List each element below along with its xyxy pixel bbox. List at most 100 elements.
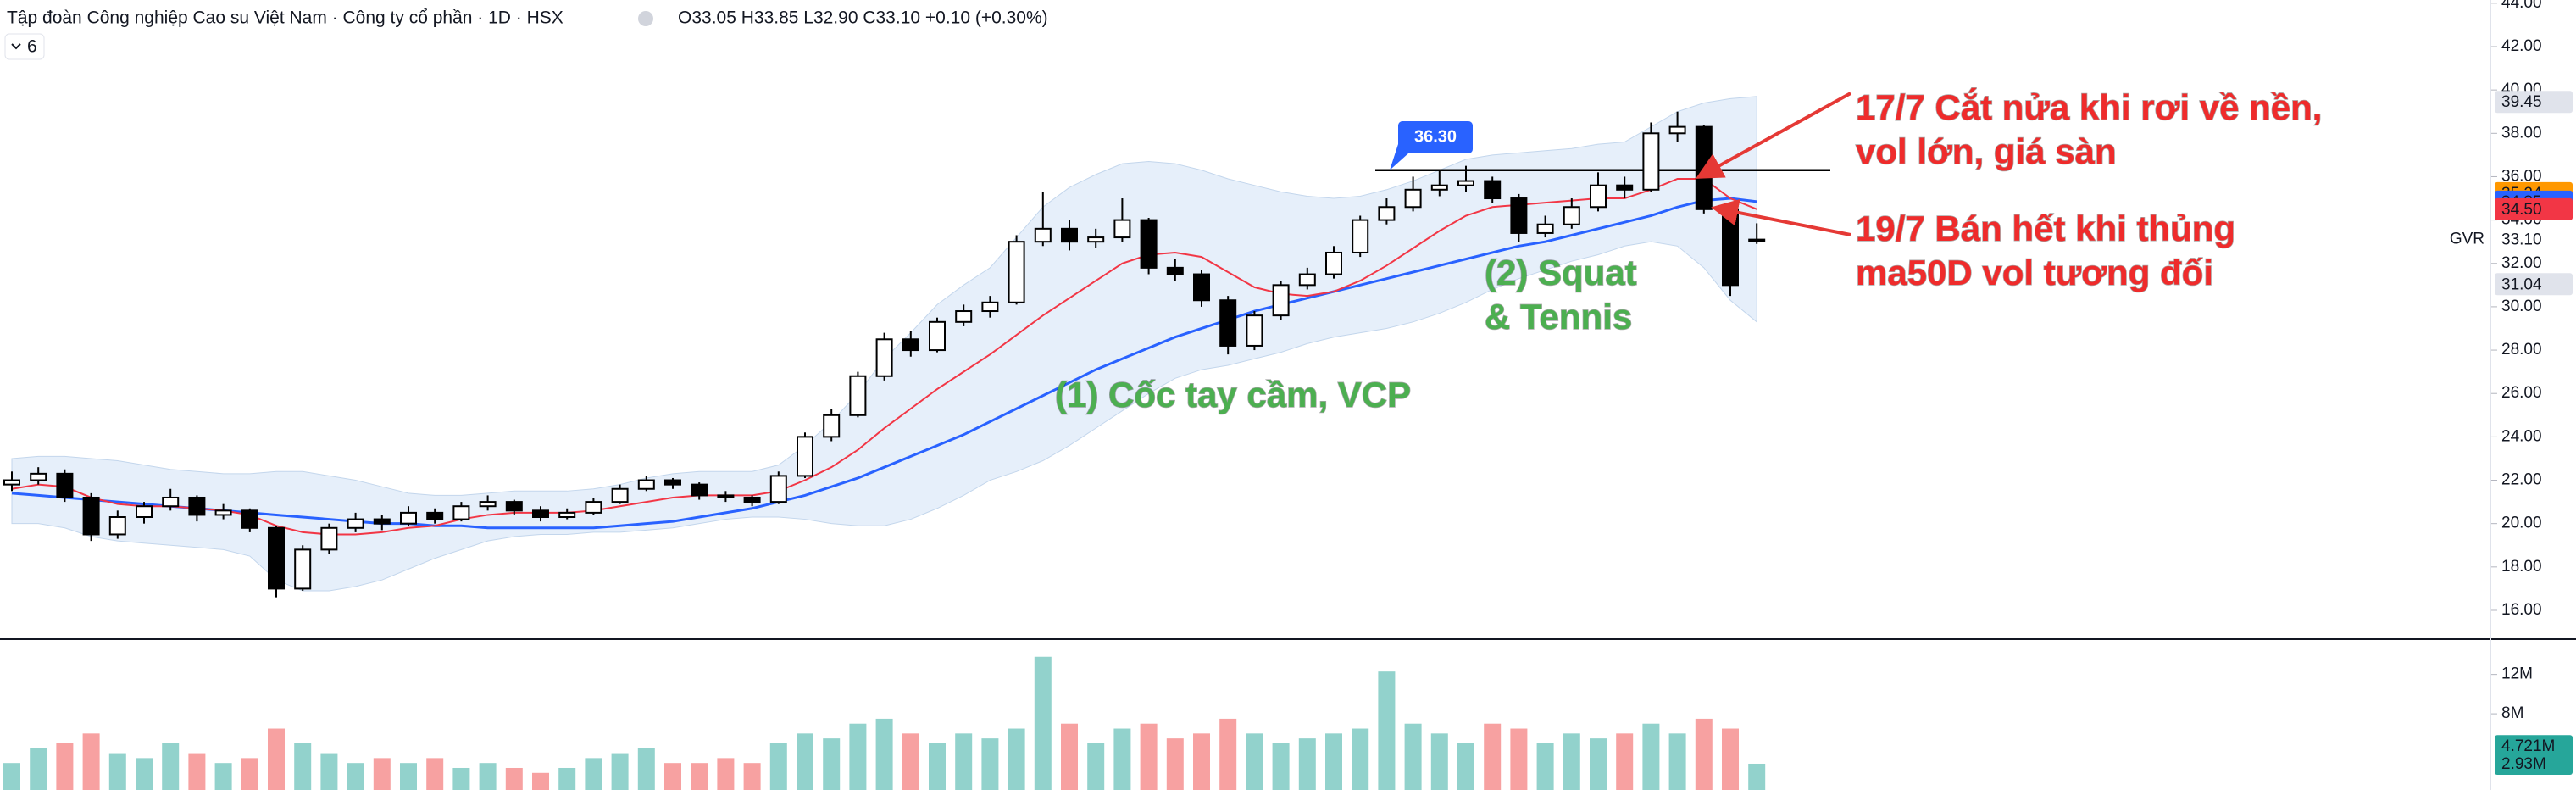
volume-bar bbox=[3, 763, 20, 790]
candle-body bbox=[797, 436, 813, 477]
price-label-box bbox=[2495, 91, 2573, 114]
candle-body bbox=[1219, 299, 1237, 347]
price-label-box bbox=[2495, 273, 2573, 296]
status-icon bbox=[638, 11, 653, 26]
indicator-toggle[interactable] bbox=[4, 33, 45, 60]
volume-bar bbox=[452, 767, 470, 790]
y-tick-label: 26.00 bbox=[2501, 384, 2542, 402]
volume-bar bbox=[902, 733, 919, 790]
candle-body bbox=[532, 509, 549, 519]
moving-average bbox=[11, 197, 1757, 530]
candle-body bbox=[1272, 284, 1290, 317]
volume-bar bbox=[637, 748, 655, 790]
volume-bar bbox=[30, 748, 47, 790]
candle-body bbox=[426, 511, 444, 520]
y-tick-label: 32.00 bbox=[2501, 254, 2542, 272]
candle-body bbox=[373, 518, 391, 525]
volume-bar bbox=[769, 743, 787, 790]
volume-bar bbox=[1457, 743, 1474, 790]
candle-body bbox=[30, 472, 47, 481]
candle-body bbox=[1325, 251, 1342, 275]
level-label: 36.30 bbox=[1414, 127, 1457, 146]
candle-body bbox=[637, 479, 655, 490]
volume-bar bbox=[823, 738, 841, 790]
level-pointer bbox=[1390, 144, 1408, 170]
volume-bar bbox=[426, 758, 444, 790]
volume-bar bbox=[1113, 728, 1131, 790]
level-label-box bbox=[1398, 121, 1473, 153]
annotation: (2) Squat bbox=[1485, 253, 1637, 292]
volume-bar bbox=[347, 763, 364, 790]
y-tick-label: 22.00 bbox=[2501, 471, 2542, 489]
volume-bar bbox=[1272, 743, 1290, 790]
price-label: 39.45 bbox=[2501, 93, 2542, 111]
candle-body bbox=[1378, 206, 1396, 221]
annotation: vol lớn, giá sàn bbox=[1856, 131, 2117, 171]
price-label-box bbox=[2495, 198, 2573, 220]
ohlc-values: O33.05 H33.85 L32.90 C33.10 +0.10 (+0.30… bbox=[678, 8, 1048, 28]
y-tick-label: 44.00 bbox=[2501, 0, 2542, 12]
volume-bar bbox=[1404, 723, 1422, 790]
volume-bar bbox=[1219, 718, 1237, 790]
candle-body bbox=[1748, 238, 1766, 242]
indicator-count: 6 bbox=[27, 37, 37, 57]
volume-bar bbox=[743, 763, 761, 790]
chevron bbox=[11, 43, 21, 50]
candle-body bbox=[347, 518, 364, 529]
candle-body bbox=[611, 487, 629, 503]
candle-body bbox=[1113, 219, 1131, 239]
symbol-title[interactable]: Tập đoàn Công nghiệp Cao su Việt Nam · C… bbox=[7, 8, 564, 28]
volume-bar bbox=[558, 767, 576, 790]
candle-body bbox=[1590, 184, 1607, 209]
price-label: 34.50 bbox=[2501, 201, 2542, 219]
price-label-box bbox=[2495, 752, 2573, 775]
candle-body bbox=[823, 414, 841, 438]
volume-bar bbox=[875, 718, 893, 790]
candle-body bbox=[108, 516, 126, 536]
volume-bar bbox=[532, 772, 549, 790]
candle-body bbox=[1430, 184, 1448, 191]
candle-body bbox=[1166, 266, 1184, 275]
volume-bar bbox=[1510, 728, 1528, 790]
volume-bar bbox=[294, 743, 312, 790]
volume-bar bbox=[1722, 728, 1739, 790]
candle-body bbox=[1457, 180, 1474, 186]
volume-bar bbox=[1616, 733, 1634, 790]
candle-body bbox=[1008, 241, 1025, 303]
y-tick-label: 30.00 bbox=[2501, 298, 2542, 315]
y-tick-label: 28.00 bbox=[2501, 341, 2542, 359]
volume-bar bbox=[400, 763, 417, 790]
volume-bar bbox=[929, 743, 946, 790]
bollinger-band bbox=[11, 96, 1757, 592]
volume-bar bbox=[188, 753, 206, 790]
candle-body bbox=[1352, 219, 1369, 253]
candle-body bbox=[1298, 273, 1316, 287]
volume-bar bbox=[162, 743, 180, 790]
y-tick-label: 38.00 bbox=[2501, 124, 2542, 142]
candle-body bbox=[1034, 227, 1052, 243]
candle-body bbox=[1563, 206, 1580, 225]
candle-body bbox=[1087, 236, 1105, 243]
candle-body bbox=[849, 375, 867, 416]
annotation: 19/7 Bán hết khi thủng bbox=[1856, 209, 2235, 248]
candle-body bbox=[691, 483, 708, 497]
candle-body bbox=[1484, 180, 1502, 200]
volume-bar bbox=[214, 763, 232, 790]
volume-bar bbox=[1298, 738, 1316, 790]
candle-body bbox=[268, 526, 285, 590]
candle-body bbox=[1510, 198, 1528, 234]
volume-bar bbox=[691, 763, 708, 790]
volume-bar bbox=[664, 763, 681, 790]
candle-body bbox=[3, 479, 20, 486]
candle-body bbox=[558, 511, 576, 519]
candle-body bbox=[902, 338, 919, 352]
volume-bar bbox=[136, 758, 153, 790]
price-label: 31.04 bbox=[2501, 275, 2542, 293]
volume-bar bbox=[268, 728, 285, 790]
volume-bar bbox=[611, 753, 629, 790]
volume-bar bbox=[1378, 671, 1396, 790]
volume-bar bbox=[585, 758, 602, 790]
volume-bar bbox=[1352, 728, 1369, 790]
volume-bar bbox=[1034, 656, 1052, 790]
